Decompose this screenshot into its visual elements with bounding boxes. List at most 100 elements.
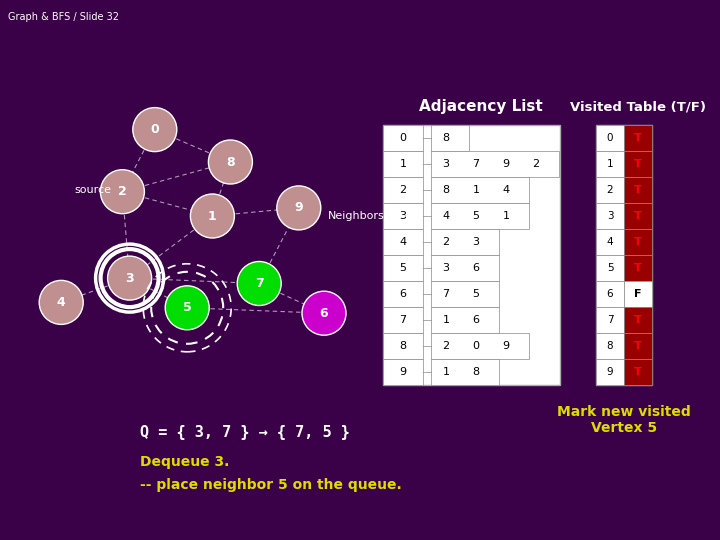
Text: 7: 7: [442, 289, 449, 299]
Text: 5: 5: [400, 263, 407, 273]
Circle shape: [276, 186, 321, 230]
Circle shape: [208, 140, 253, 184]
Bar: [383, 151, 423, 177]
Text: 0: 0: [607, 133, 613, 143]
Circle shape: [190, 194, 235, 238]
Bar: [383, 359, 423, 385]
Bar: [624, 125, 652, 151]
Text: 2: 2: [118, 185, 127, 198]
Circle shape: [132, 107, 177, 152]
Text: T: T: [634, 211, 642, 221]
Text: Neighbors: Neighbors: [328, 211, 422, 221]
Text: Adjacency List: Adjacency List: [418, 99, 542, 114]
Bar: [596, 125, 624, 151]
Text: 6: 6: [320, 307, 328, 320]
Text: 8: 8: [442, 133, 449, 143]
Circle shape: [237, 261, 282, 306]
Text: 9: 9: [294, 201, 303, 214]
Text: 8: 8: [472, 367, 480, 377]
Text: 1: 1: [443, 315, 449, 325]
Text: 0: 0: [472, 341, 480, 351]
Bar: [383, 333, 423, 359]
Bar: [383, 255, 423, 281]
Bar: [624, 151, 652, 177]
Text: T: T: [634, 159, 642, 169]
Text: 7: 7: [607, 315, 613, 325]
Text: 6: 6: [472, 315, 480, 325]
Bar: [596, 359, 624, 385]
Bar: [624, 255, 652, 281]
Text: T: T: [634, 185, 642, 195]
Bar: [431, 255, 499, 281]
Text: T: T: [634, 237, 642, 247]
Text: Mark new visited
Vertex 5: Mark new visited Vertex 5: [557, 405, 691, 435]
Text: 0: 0: [400, 133, 407, 143]
Bar: [383, 229, 423, 255]
Text: 1: 1: [472, 185, 480, 195]
Text: 8: 8: [226, 156, 235, 168]
Text: 4: 4: [503, 185, 510, 195]
Bar: [431, 203, 529, 229]
Bar: [596, 229, 624, 255]
Bar: [383, 177, 423, 203]
Text: 1: 1: [503, 211, 510, 221]
Text: 3: 3: [125, 272, 134, 285]
Bar: [624, 307, 652, 333]
Bar: [431, 125, 469, 151]
Bar: [596, 203, 624, 229]
Bar: [596, 177, 624, 203]
Bar: [596, 281, 624, 307]
Bar: [624, 333, 652, 359]
Text: 2: 2: [532, 159, 539, 169]
Text: 1: 1: [443, 367, 449, 377]
Bar: [596, 307, 624, 333]
Text: 4: 4: [607, 237, 613, 247]
Text: 5: 5: [607, 263, 613, 273]
Text: 1: 1: [208, 210, 217, 222]
Text: 6: 6: [400, 289, 407, 299]
Text: 3: 3: [443, 263, 449, 273]
Circle shape: [100, 170, 145, 214]
Bar: [431, 151, 559, 177]
Text: 9: 9: [503, 341, 510, 351]
Circle shape: [165, 286, 210, 330]
Text: Dequeue 3.: Dequeue 3.: [140, 455, 230, 469]
Text: T: T: [634, 341, 642, 351]
Bar: [624, 281, 652, 307]
Bar: [431, 307, 499, 333]
Text: 9: 9: [607, 367, 613, 377]
Circle shape: [302, 291, 346, 335]
Bar: [383, 125, 560, 385]
Text: 7: 7: [255, 277, 264, 290]
Text: Visited Table (T/F): Visited Table (T/F): [570, 100, 706, 113]
Text: 6: 6: [607, 289, 613, 299]
Text: -- place neighbor 5 on the queue.: -- place neighbor 5 on the queue.: [140, 478, 402, 492]
Bar: [383, 307, 423, 333]
Text: 9: 9: [400, 367, 407, 377]
Bar: [431, 333, 529, 359]
Bar: [596, 125, 652, 385]
Bar: [596, 151, 624, 177]
Bar: [624, 359, 652, 385]
Bar: [624, 177, 652, 203]
Text: 7: 7: [400, 315, 407, 325]
Text: 9: 9: [503, 159, 510, 169]
Circle shape: [39, 280, 84, 325]
Bar: [431, 281, 499, 307]
Text: 3: 3: [472, 237, 480, 247]
Bar: [383, 125, 423, 151]
Bar: [383, 281, 423, 307]
Bar: [596, 255, 624, 281]
Text: 8: 8: [400, 341, 407, 351]
Text: 2: 2: [442, 341, 449, 351]
Text: T: T: [634, 133, 642, 143]
Bar: [624, 229, 652, 255]
Text: 2: 2: [607, 185, 613, 195]
Text: Graph & BFS / Slide 32: Graph & BFS / Slide 32: [8, 12, 119, 22]
Text: T: T: [634, 367, 642, 377]
Bar: [596, 333, 624, 359]
Text: Q = { 3, 7 } → { 7, 5 }: Q = { 3, 7 } → { 7, 5 }: [140, 424, 350, 440]
Text: 3: 3: [400, 211, 407, 221]
Text: T: T: [634, 263, 642, 273]
Text: 3: 3: [607, 211, 613, 221]
